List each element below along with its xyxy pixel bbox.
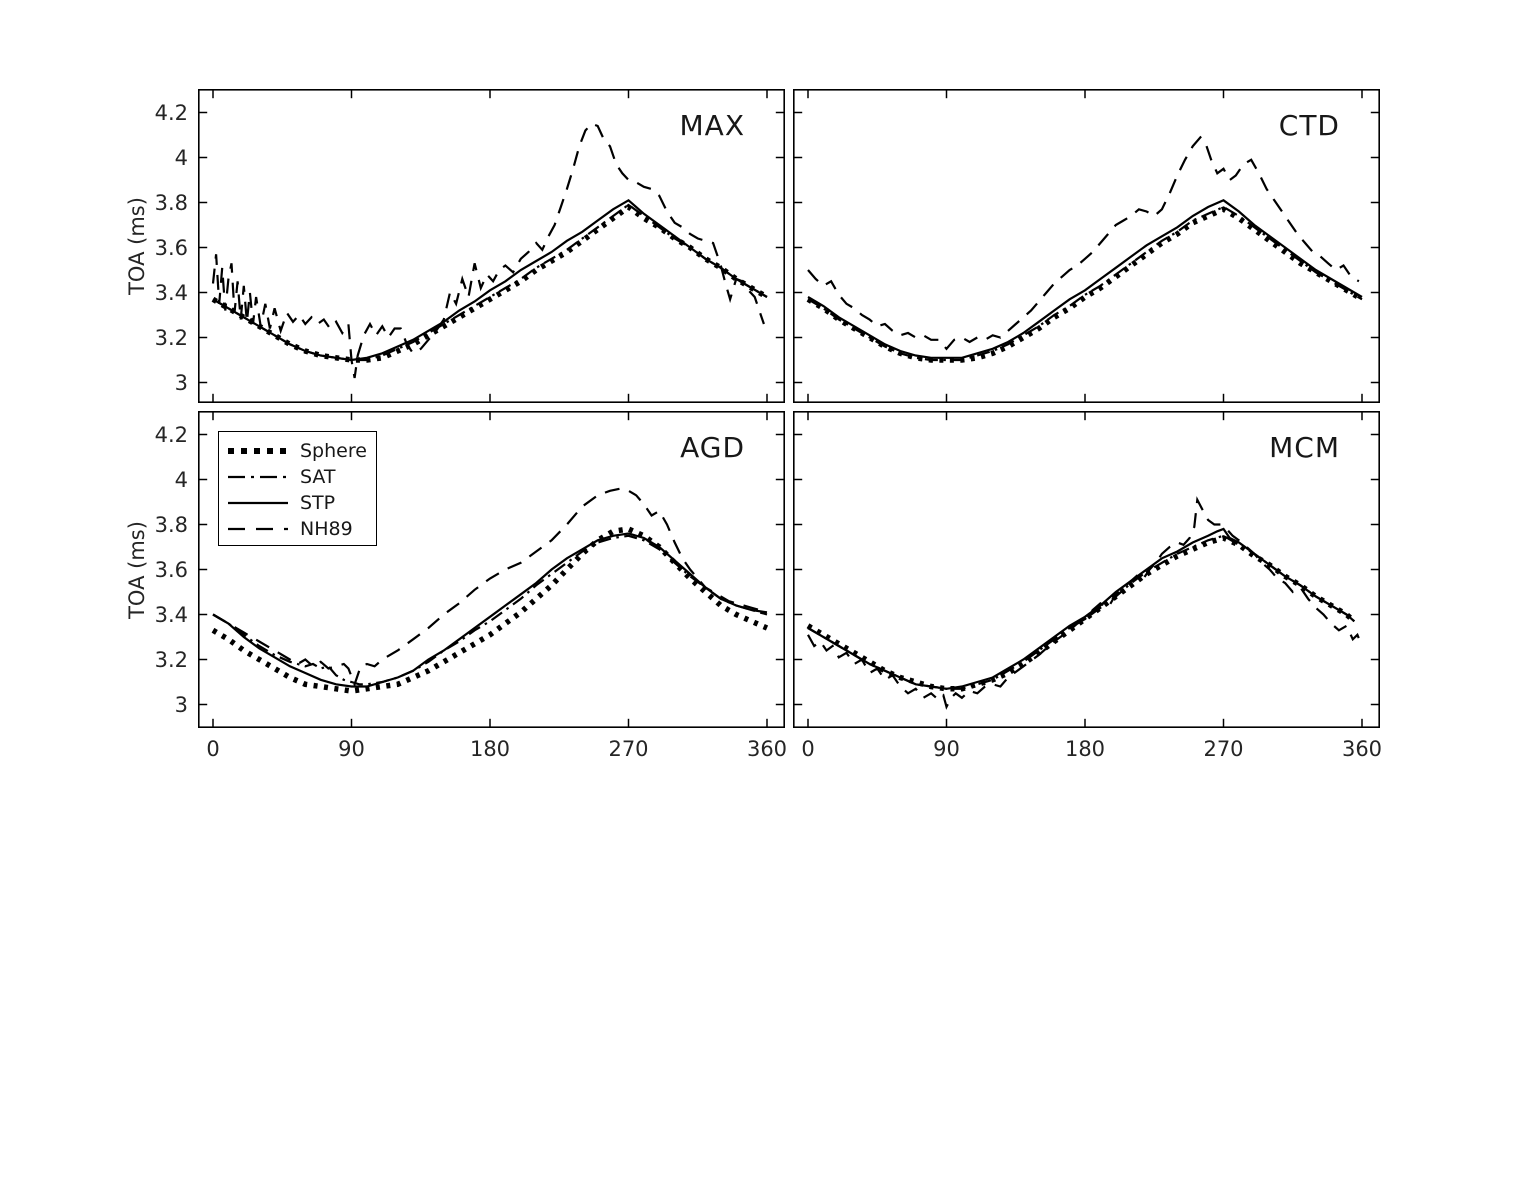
x-tick-label: 90 <box>933 737 960 761</box>
y-tick-label: 3.8 <box>154 190 188 215</box>
legend-item-sat: SAT <box>227 464 368 490</box>
panel-title-max: MAX <box>679 109 745 142</box>
y-tick-label: 4.2 <box>154 422 188 447</box>
legend-item-sphere: Sphere <box>227 438 368 464</box>
x-tick-label: 180 <box>1064 737 1106 761</box>
series-nh89-line <box>211 122 765 379</box>
panel-agd <box>198 411 786 728</box>
x-tick-label: 270 <box>608 737 649 761</box>
legend-stp-line-sample <box>227 498 289 508</box>
series-sphere-line <box>211 203 769 363</box>
y-tick-label: 3.4 <box>154 602 188 627</box>
legend-label: STP <box>300 492 336 514</box>
legend-item-stp: STP <box>227 490 368 516</box>
y-tick-label: 4 <box>174 467 188 492</box>
x-tick-label: 0 <box>801 737 815 761</box>
y-tick-label: 4.2 <box>154 100 188 125</box>
panel-title-ctd: CTD <box>1278 109 1340 142</box>
panel-ctd <box>793 89 1381 403</box>
series-sat-line <box>807 205 1363 362</box>
legend-item-nh89: NH89 <box>227 516 368 542</box>
y-tick-label: 3 <box>174 370 188 395</box>
legend-sphere-line-sample <box>227 446 289 456</box>
series-stp-line <box>212 198 768 362</box>
legend-label: SAT <box>300 466 336 488</box>
x-tick-label: 0 <box>206 737 220 761</box>
y-tick-label: 4 <box>174 145 188 170</box>
series-sphere-line <box>806 535 1357 692</box>
y-tick-label: 3.2 <box>154 647 188 672</box>
x-tick-label: 180 <box>469 737 511 761</box>
legend-sat-line-sample <box>227 472 289 482</box>
legend-label: Sphere <box>300 440 367 462</box>
panel-max-plot <box>198 89 786 403</box>
legend-label: NH89 <box>300 518 353 540</box>
axes-frame <box>793 89 1381 403</box>
series-nh89-line <box>807 135 1360 351</box>
y-axis-label: TOA (ms) <box>125 197 149 295</box>
y-tick-label: 3.2 <box>154 325 188 350</box>
x-tick-label: 360 <box>746 737 788 761</box>
y-tick-label: 3.6 <box>154 235 188 260</box>
series-nh89-line <box>807 496 1364 710</box>
panel-title-mcm: MCM <box>1269 431 1340 464</box>
series-sphere-line <box>806 206 1364 363</box>
x-tick-label: 270 <box>1203 737 1244 761</box>
series-stp-line <box>807 527 1356 690</box>
series-sat-line <box>807 534 1356 690</box>
panel-agd-plot <box>198 411 786 728</box>
axes-frame <box>793 411 1381 728</box>
legend-nh89-line-sample <box>227 524 289 534</box>
y-tick-label: 3 <box>174 692 188 717</box>
panel-max <box>198 89 786 403</box>
series-sphere-line <box>211 526 769 694</box>
series-stp-line <box>212 532 768 688</box>
series-stp-line <box>807 199 1363 359</box>
panel-ctd-plot <box>793 89 1381 403</box>
y-axis-label: TOA (ms) <box>125 520 149 619</box>
x-tick-label: 90 <box>338 737 365 761</box>
x-tick-label: 360 <box>1341 737 1383 761</box>
axes-frame <box>198 89 786 403</box>
series-sat-line <box>212 203 768 362</box>
panel-title-agd: AGD <box>680 431 745 464</box>
y-tick-label: 3.8 <box>154 512 188 537</box>
legend: Sphere SAT STP NH89 <box>218 431 377 546</box>
panel-mcm-plot <box>793 411 1381 728</box>
axes-frame <box>198 411 786 728</box>
y-tick-label: 3.4 <box>154 280 188 305</box>
panel-mcm <box>793 411 1381 728</box>
series-sat-line <box>212 534 768 686</box>
y-tick-label: 3.6 <box>154 557 188 582</box>
